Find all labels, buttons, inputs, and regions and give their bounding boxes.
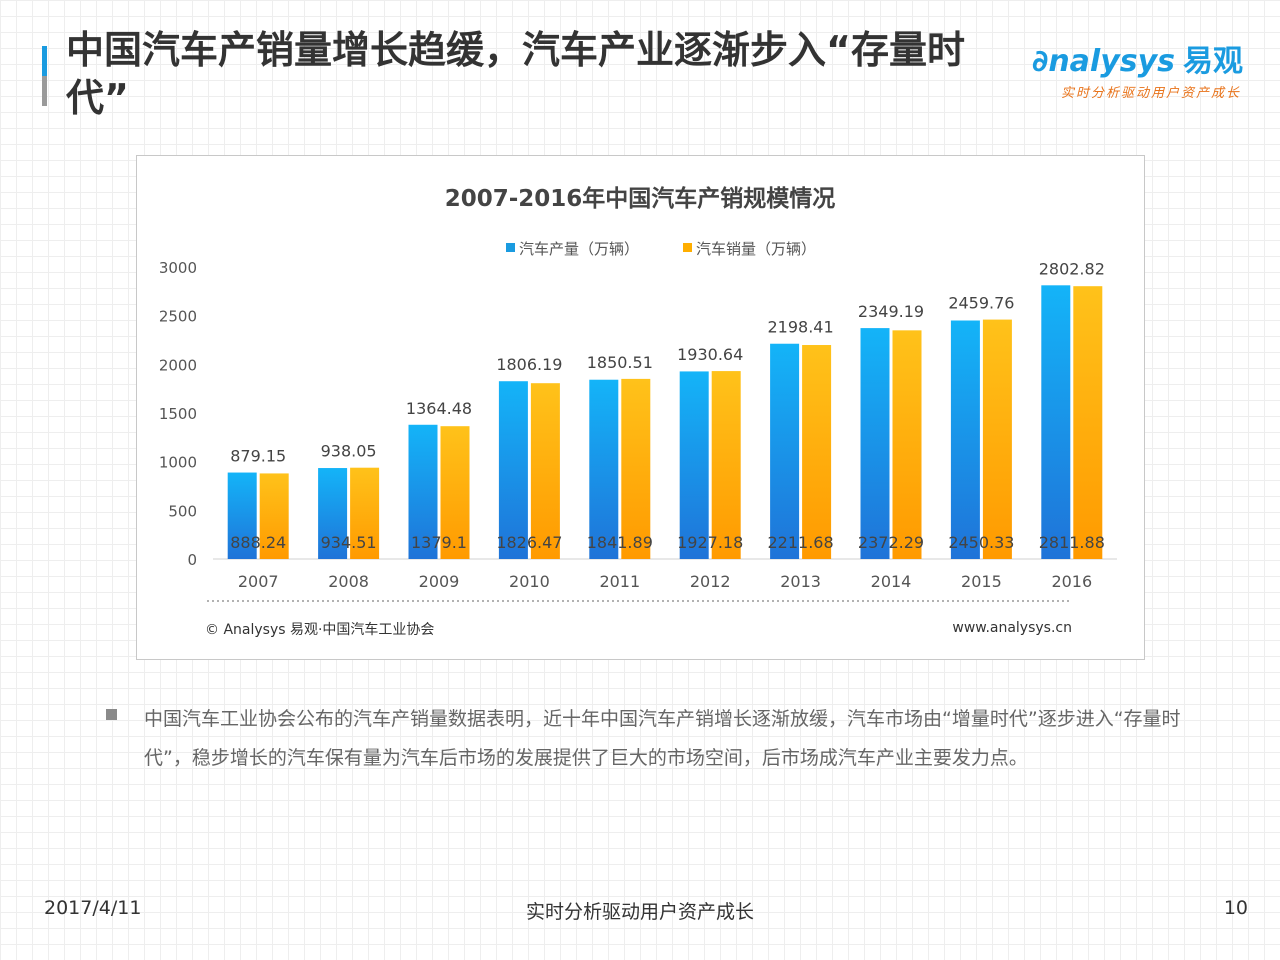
data-label-sales: 1364.48 [406,399,472,418]
summary-paragraph: 中国汽车工业协会公布的汽车产销量数据表明，近十年中国汽车产销增长逐渐放缓，汽车市… [144,708,1181,769]
logo-brand: nalysys [1048,44,1176,79]
bar-sales [350,467,380,559]
chart-title: 2007-2016年中国汽车产销规模情况 [445,185,836,212]
y-tick-label: 2000 [159,356,197,374]
data-label-sales: 1930.64 [677,345,743,364]
x-tick-label: 2010 [509,572,550,591]
data-label-production: 934.51 [321,533,377,552]
bar-production [589,379,619,559]
y-tick-label: 1000 [159,454,197,472]
x-tick-label: 2009 [419,572,460,591]
bar-production [318,468,348,559]
data-label-sales: 2459.76 [948,294,1014,313]
data-label-sales: 2802.82 [1039,259,1105,278]
legend-swatch-1 [506,243,515,252]
analysys-logo: ∂nalysys 易观 实时分析驱动用户资产成长 [1032,36,1247,101]
data-label-sales: 1806.19 [496,355,562,374]
chart-website: www.analysys.cn [952,620,1072,636]
legend-label-2: 汽车销量（万辆） [696,240,816,258]
logo-brand-cn: 易观 [1183,44,1244,79]
data-label-sales: 879.15 [230,447,286,466]
y-tick-label: 1500 [159,405,197,423]
data-label-production: 2811.88 [1039,533,1105,552]
data-label-production: 2372.29 [858,533,924,552]
bullet-square [106,709,117,720]
bar-production [770,343,800,559]
x-tick-label: 2016 [1051,572,1092,591]
bar-sales [802,345,832,559]
y-tick-label: 500 [168,502,197,520]
data-label-sales: 2198.41 [768,318,834,337]
legend-label-1: 汽车产量（万辆） [519,240,639,258]
bar-sales [621,378,651,559]
chart-source: © Analysys 易观·中国汽车工业协会 [205,621,434,638]
bar-production [679,371,709,559]
footer-date: 2017/4/11 [44,897,142,919]
bar-sales [982,319,1012,559]
bar-sales [892,330,922,559]
page-number: 10 [1223,897,1248,919]
bar-production [227,472,257,559]
y-tick-label: 3000 [159,259,197,277]
data-label-sales: 2349.19 [858,302,924,321]
legend-swatch-2 [683,243,692,252]
data-label-production: 1826.47 [496,533,562,552]
data-label-production: 888.24 [230,533,286,552]
x-tick-label: 2008 [328,572,369,591]
bar-production [408,424,438,559]
y-tick-label: 2500 [159,308,197,326]
bar-sales [711,371,741,559]
bar-production [1041,285,1071,559]
bar-production [860,328,890,559]
x-tick-label: 2015 [961,572,1002,591]
data-label-sales: 938.05 [321,442,377,461]
bar-sales [440,426,470,559]
logo-a-mark: ∂ [1032,44,1049,79]
logo-slogan: 实时分析驱动用户资产成长 [1060,86,1241,101]
chart-container: 2007-2016年中国汽车产销规模情况汽车产量（万辆） 汽车销量（万辆） 0 500… [136,155,1145,660]
bar-production [950,320,980,559]
data-label-production: 1927.18 [677,533,743,552]
x-tick-label: 2013 [780,572,821,591]
data-label-production: 2211.68 [768,533,834,552]
x-tick-label: 2007 [238,572,279,591]
x-tick-label: 2011 [599,572,640,591]
y-tick-label: 0 [187,551,197,569]
title-accent-bar [42,46,47,106]
bar-sales [259,473,289,559]
x-tick-label: 2012 [690,572,731,591]
data-label-production: 1841.89 [587,533,653,552]
data-label-production: 2450.33 [948,533,1014,552]
logo-wordmark: ∂nalysys 易观 [1032,36,1247,80]
footer-slogan: 实时分析驱动用户资产成长 [525,901,754,923]
bar-production [498,381,528,559]
data-label-production: 1379.1 [411,533,467,552]
x-tick-label: 2014 [871,572,912,591]
page-title: 中国汽车产销量增长趋缓，汽车产业逐渐步入“存量时代” [66,28,965,120]
bar-sales [530,383,560,559]
data-label-sales: 1850.51 [587,353,653,372]
bar-sales [1073,286,1103,559]
